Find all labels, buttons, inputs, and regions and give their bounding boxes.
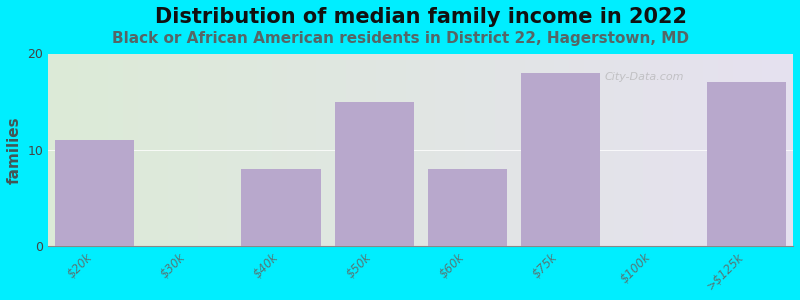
Bar bbox=[428, 169, 506, 246]
Bar bbox=[521, 73, 600, 246]
Y-axis label: families: families bbox=[7, 116, 22, 184]
Bar bbox=[242, 169, 321, 246]
Title: Distribution of median family income in 2022: Distribution of median family income in … bbox=[154, 7, 686, 27]
Text: City-Data.com: City-Data.com bbox=[604, 72, 684, 82]
Bar bbox=[707, 82, 786, 246]
Text: Black or African American residents in District 22, Hagerstown, MD: Black or African American residents in D… bbox=[111, 32, 689, 46]
Bar bbox=[334, 102, 414, 246]
Bar bbox=[55, 140, 134, 246]
